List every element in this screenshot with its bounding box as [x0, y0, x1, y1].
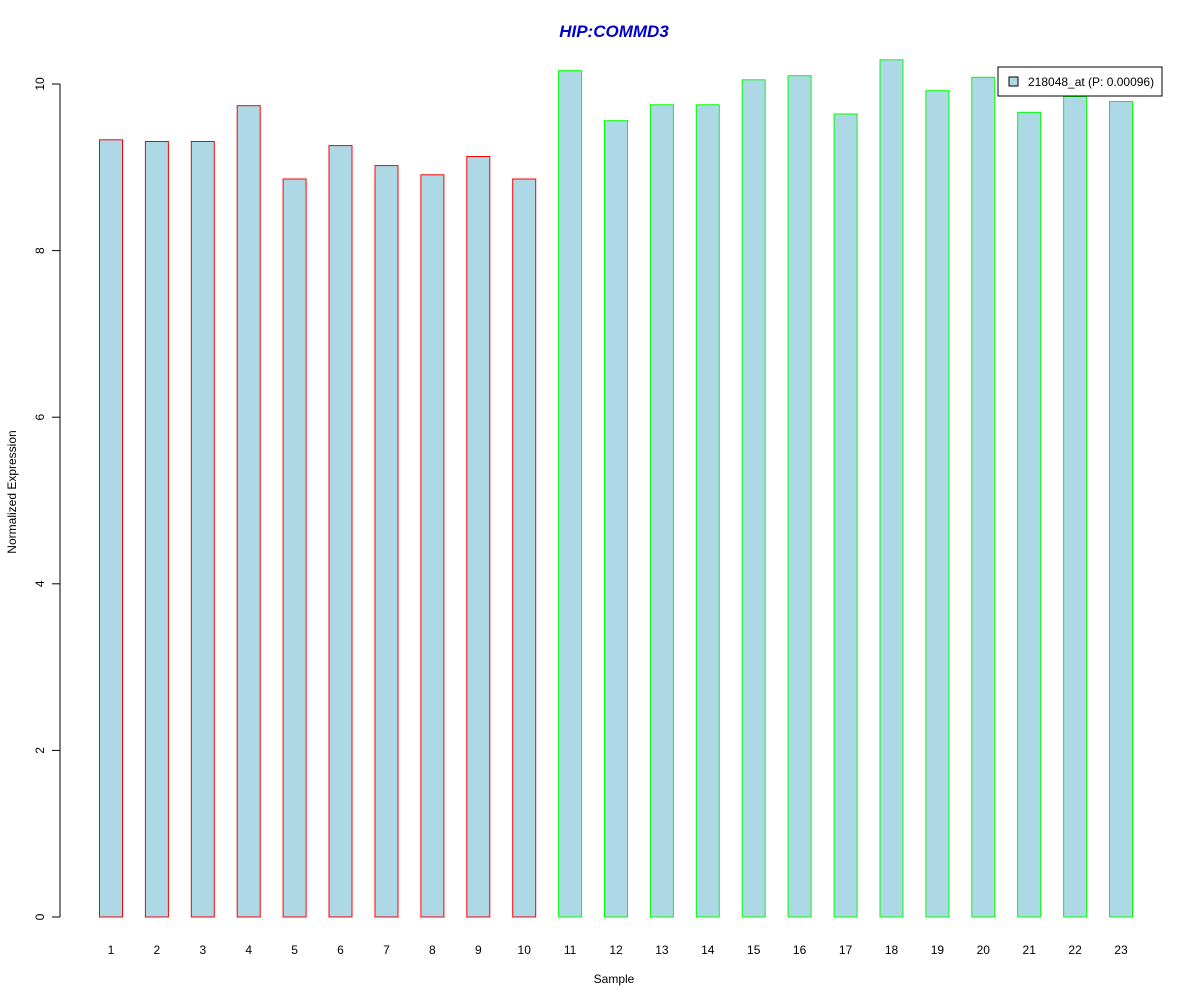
x-tick-label: 13	[655, 943, 669, 957]
bar-sample-20	[971, 76, 996, 918]
legend-box	[997, 66, 1163, 97]
x-tick-label: 2	[154, 943, 161, 957]
x-tick-label: 17	[839, 943, 853, 957]
bar-sample-6	[328, 145, 353, 918]
x-tick-label: 21	[1023, 943, 1037, 957]
bar-sample-2	[144, 141, 169, 918]
x-tick-label: 22	[1068, 943, 1082, 957]
y-tick-label: 8	[33, 247, 47, 254]
bar-sample-1	[99, 139, 123, 918]
bar-sample-9	[466, 156, 491, 918]
bar-sample-14	[695, 104, 720, 918]
bar-sample-8	[420, 174, 445, 918]
y-tick-label: 10	[33, 77, 47, 91]
x-tick-label: 5	[291, 943, 298, 957]
bar-sample-22	[1063, 96, 1088, 918]
x-tick-label: 16	[793, 943, 807, 957]
y-tick-label: 0	[33, 913, 47, 920]
x-tick-label: 8	[429, 943, 436, 957]
y-axis-title: Normalized Expression	[5, 430, 19, 553]
y-tick-label: 2	[33, 747, 47, 754]
x-tick-labels: 1 2 3 4 5 6 7 8 9 10 11 12 13 14 15 16 17 18 19 20 21 22 23	[108, 943, 1128, 957]
x-tick-label: 10	[518, 943, 532, 957]
x-tick-label: 19	[931, 943, 945, 957]
x-tick-label: 23	[1114, 943, 1128, 957]
x-tick-label: 7	[383, 943, 390, 957]
bar-sample-23	[1109, 101, 1133, 918]
bar-sample-18	[879, 59, 904, 918]
chart-title: HIP:COMMD3	[559, 22, 669, 41]
x-tick-label: 1	[108, 943, 115, 957]
bar-sample-7	[374, 165, 399, 918]
x-tick-label: 15	[747, 943, 761, 957]
bar-sample-16	[787, 75, 812, 918]
bar-sample-5	[282, 178, 307, 918]
bar-sample-12	[604, 120, 628, 918]
bar-sample-11	[558, 70, 583, 918]
y-tick-label: 4	[33, 580, 47, 587]
bar-sample-19	[925, 90, 950, 918]
y-axis: 0 2 4 6 8 10	[33, 77, 61, 920]
x-tick-label: 3	[199, 943, 206, 957]
x-tick-label: 20	[977, 943, 991, 957]
legend-swatch	[1008, 76, 1019, 87]
y-tick-label: 6	[33, 414, 47, 421]
x-tick-label: 9	[475, 943, 482, 957]
bar-sample-10	[512, 178, 537, 918]
bar-sample-3	[190, 141, 215, 918]
bar-sample-17	[833, 113, 858, 918]
bar-sample-4	[236, 105, 261, 918]
legend: 218048_at (P: 0.00096)	[997, 66, 1163, 97]
legend-label: 218048_at (P: 0.00096)	[1028, 75, 1154, 89]
x-tick-label: 4	[245, 943, 252, 957]
x-tick-label: 6	[337, 943, 344, 957]
x-tick-label: 14	[701, 943, 715, 957]
bar-sample-15	[741, 79, 766, 918]
x-tick-label: 12	[609, 943, 623, 957]
bar-sample-13	[649, 104, 674, 918]
x-axis-title: Sample	[594, 972, 635, 986]
bar-sample-21	[1017, 111, 1042, 918]
x-tick-label: 18	[885, 943, 899, 957]
x-tick-label: 11	[564, 943, 577, 957]
bars	[99, 59, 1133, 918]
